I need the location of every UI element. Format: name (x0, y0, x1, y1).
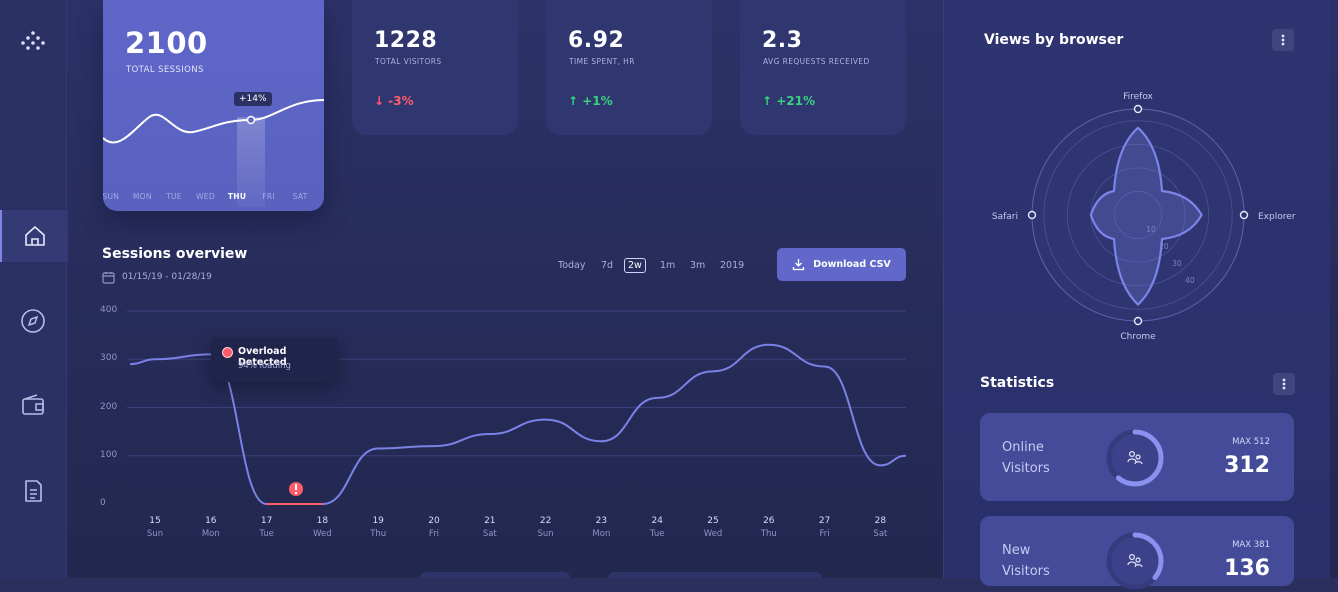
x-tick-label: 22 (526, 516, 566, 526)
x-tick-label: 20 (414, 516, 454, 526)
x-tick-label: 17 (247, 516, 287, 526)
statistics-menu-button[interactable] (1273, 373, 1295, 395)
x-tick-label: 25 (693, 516, 733, 526)
x-tick-sublabel: Sun (135, 529, 175, 539)
x-tick-label: 18 (302, 516, 342, 526)
new-visitors-max: MAX 381 (1232, 540, 1270, 550)
x-tick-label: 27 (805, 516, 845, 526)
x-tick-sublabel: Sun (526, 529, 566, 539)
online-visitors-progress-ring (1104, 427, 1166, 489)
x-tick-sublabel: Sat (860, 529, 900, 539)
x-tick-label: 28 (860, 516, 900, 526)
sessions-chart (0, 0, 943, 578)
online-label-line2: Visitors (1002, 458, 1050, 479)
x-tick-label: 15 (135, 516, 175, 526)
new-visitors-value: 136 (1224, 556, 1270, 581)
x-tick-label: 21 (470, 516, 510, 526)
alert-dot-icon (222, 347, 233, 358)
x-tick-label: 26 (749, 516, 789, 526)
x-tick-sublabel: Mon (581, 529, 621, 539)
new-label-line1: New (1002, 540, 1050, 561)
bottom-card-1 (420, 572, 570, 578)
x-tick-sublabel: Wed (302, 529, 342, 539)
radar-axis-label: Safari (992, 212, 1018, 222)
bottom-card-2 (608, 572, 822, 578)
radar-ring-label: 30 (1172, 259, 1182, 268)
online-visitors-value: 312 (1224, 453, 1270, 478)
radar-axis-point (1029, 212, 1036, 219)
new-label-line2: Visitors (1002, 561, 1050, 582)
tooltip-subtitle: 94% loading (238, 361, 291, 371)
online-visitors-card[interactable]: Online Visitors MAX 512 312 (980, 413, 1294, 501)
radar-axis-point (1241, 212, 1248, 219)
online-label-line1: Online (1002, 437, 1050, 458)
x-tick-sublabel: Fri (805, 529, 845, 539)
x-tick-sublabel: Tue (247, 529, 287, 539)
x-tick-label: 19 (358, 516, 398, 526)
radar-axis-label: Chrome (1120, 332, 1156, 342)
new-visitors-label: New Visitors (1002, 540, 1050, 582)
x-tick-sublabel: Thu (749, 529, 789, 539)
x-tick-sublabel: Thu (358, 529, 398, 539)
radar-axis-label: Firefox (1123, 92, 1153, 102)
statistics-title: Statistics (980, 375, 1054, 391)
online-visitors-max: MAX 512 (1232, 437, 1270, 447)
overload-marker-icon[interactable] (289, 482, 303, 496)
online-visitors-label: Online Visitors (1002, 437, 1050, 479)
x-tick-sublabel: Fri (414, 529, 454, 539)
x-tick-label: 23 (581, 516, 621, 526)
x-tick-label: 16 (191, 516, 231, 526)
x-tick-sublabel: Sat (470, 529, 510, 539)
new-visitors-card[interactable]: New Visitors MAX 381 136 (980, 516, 1294, 586)
x-tick-sublabel: Mon (191, 529, 231, 539)
x-tick-sublabel: Wed (693, 529, 733, 539)
radar-ring-label: 40 (1185, 276, 1195, 285)
browser-radar-chart: 10203040FirefoxExplorerChromeSafari (944, 0, 1330, 360)
overload-tooltip: Overload Detected 94% loading (211, 338, 338, 382)
more-vertical-icon (1282, 378, 1286, 390)
x-tick-sublabel: Tue (637, 529, 677, 539)
new-visitors-progress-ring (1104, 530, 1166, 592)
radar-axis-point (1135, 318, 1142, 325)
radar-axis-label: Explorer (1258, 212, 1296, 222)
x-tick-label: 24 (637, 516, 677, 526)
radar-axis-point (1135, 106, 1142, 113)
